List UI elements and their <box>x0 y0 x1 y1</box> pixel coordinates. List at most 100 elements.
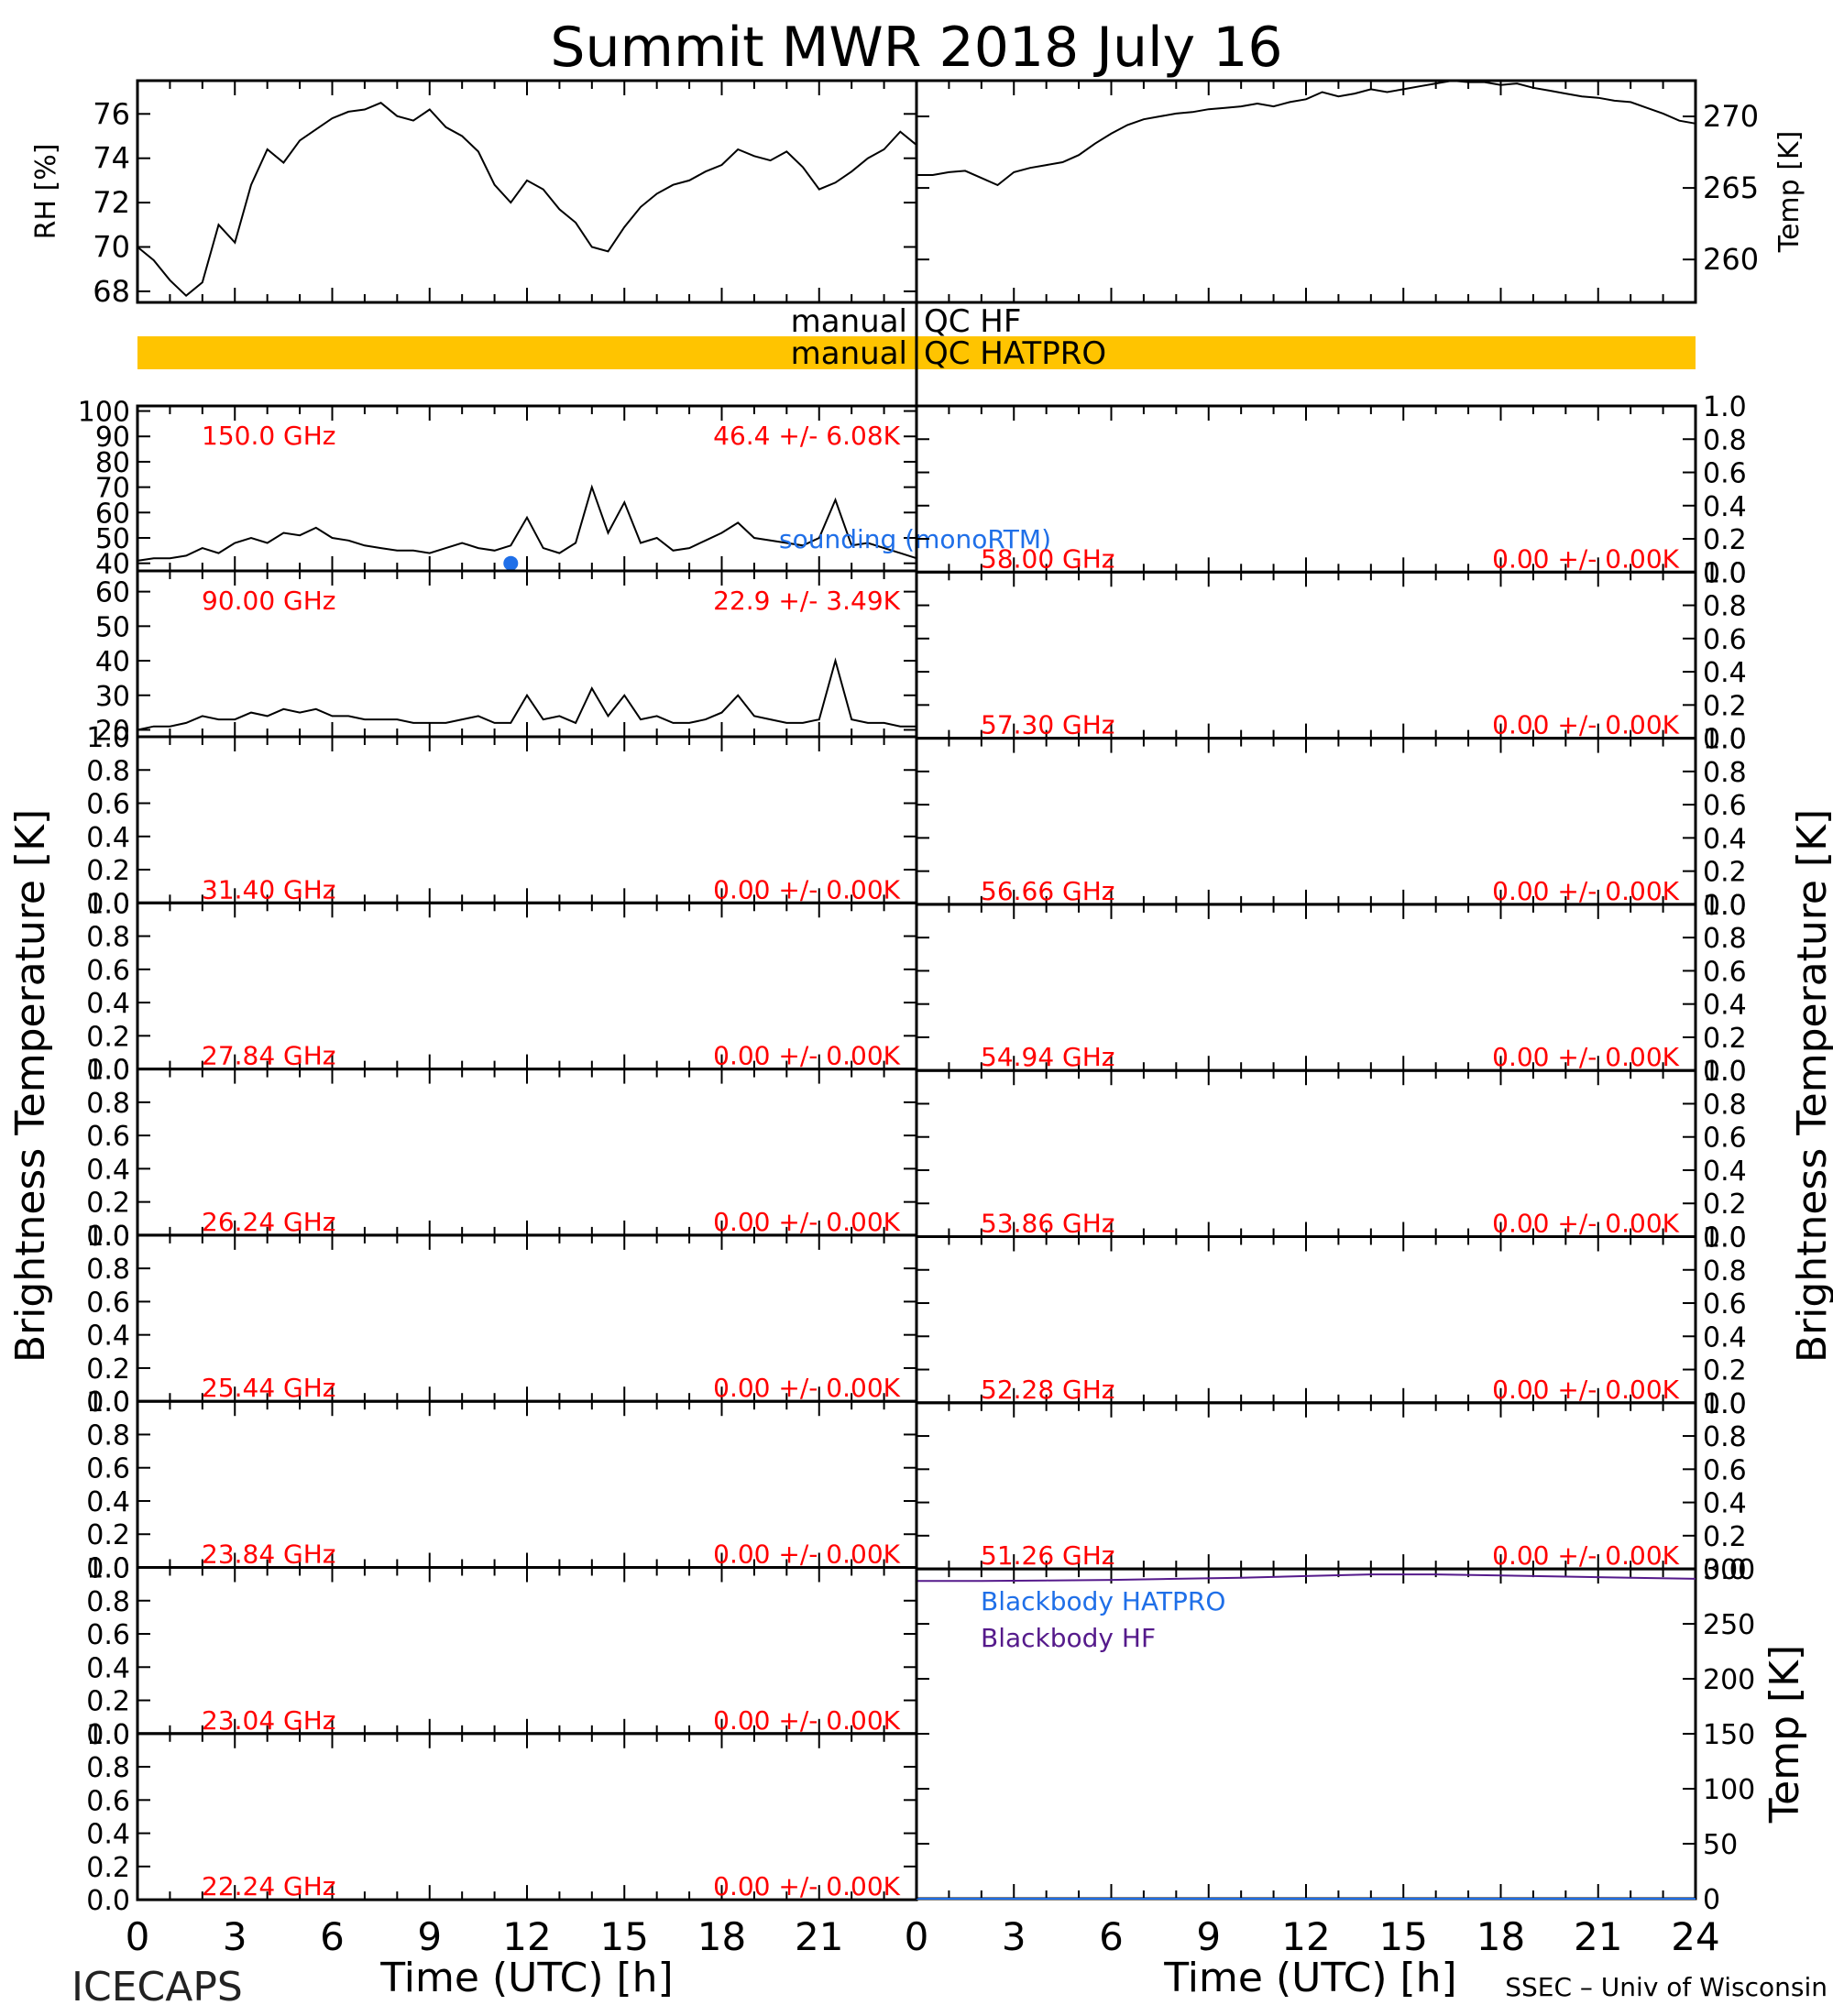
qc-hatpro-label-left: manual <box>791 335 907 372</box>
y-tick-label: 0.8 <box>1703 424 1747 456</box>
y-tick-label: 0.6 <box>86 1287 130 1319</box>
y-tick-label: 0.4 <box>86 1320 130 1353</box>
y-tick-label: 0.0 <box>1703 1554 1747 1586</box>
y-tick-label: 0.8 <box>1703 1421 1747 1453</box>
frequency-label: 31.40 GHz <box>202 874 336 904</box>
stat-label: 0.00 +/- 0.00K <box>713 1207 900 1237</box>
y-tick-label: 1.0 <box>1703 890 1747 922</box>
y-tick-label: 0.4 <box>1703 1488 1747 1520</box>
y-tick-label: 40 <box>95 646 130 678</box>
panel-2784ghz: 0.00.20.40.60.81.027.84 GHz 0.00 +/- 0.00… <box>86 888 918 1087</box>
y-tick-label: 80 <box>95 447 130 479</box>
panel-temp: 260 265 270 Temp [K] <box>915 79 1806 304</box>
y-tick-label: 0.2 <box>86 1021 130 1053</box>
footer-right-credit: SSEC – Univ of Wisconsin <box>1505 1972 1828 2002</box>
y-tick-label: 0.2 <box>86 1852 130 1884</box>
panel-blackbody: 0 50 100 150 200 250 300 Blackbody HATPRO Blackb… <box>915 1554 1808 1916</box>
y-tick-label: 0.8 <box>86 755 130 787</box>
y-tick-label: 0.0 <box>86 1221 130 1253</box>
y-axis-title: RH [%] <box>30 144 62 240</box>
stat-label: 46.4 +/- 6.08K <box>713 421 900 451</box>
frequency-label: 150.0 GHz <box>202 421 336 451</box>
y-tick-label: 0.8 <box>86 1254 130 1286</box>
y-tick-label: 0.8 <box>86 1586 130 1618</box>
y-tick-label: 0.6 <box>86 1453 130 1485</box>
x-axis-label-left: Time (UTC) [h] <box>379 1955 673 2001</box>
frequency-label: 54.94 GHz <box>981 1042 1115 1072</box>
x-tick-label: 12 <box>1281 1914 1330 1959</box>
x-tick-label: 21 <box>795 1914 843 1959</box>
y-tick-label: 250 <box>1703 1609 1755 1641</box>
x-tick-label: 15 <box>600 1914 649 1959</box>
y-tick-label: 0.0 <box>86 1386 130 1419</box>
panel-5494ghz: 0.00.20.40.60.81.054.94 GHz 0.00 +/- 0.00… <box>915 890 1747 1088</box>
y-tick-label: 300 <box>1703 1554 1755 1586</box>
panel-2224ghz: 0.00.20.40.60.81.022.24 GHz 0.00 +/- 0.00… <box>86 1719 918 1917</box>
stat-label: 0.00 +/- 0.00K <box>1492 876 1679 906</box>
y-tick-label: 0.6 <box>86 1121 130 1153</box>
y-tick-label: 100 <box>1703 1774 1755 1806</box>
y-tick-label: 0.2 <box>86 855 130 887</box>
panel-5666ghz: 0.00.20.40.60.81.056.66 GHz 0.00 +/- 0.00… <box>915 724 1747 922</box>
x-tick-label: 3 <box>223 1914 247 1959</box>
frequency-label: 23.04 GHz <box>202 1705 336 1736</box>
y-tick-label: 60 <box>95 498 130 530</box>
y-tick-label: 1.0 <box>86 1055 130 1087</box>
panel-5386ghz: 0.00.20.40.60.81.053.86 GHz 0.00 +/- 0.00… <box>915 1056 1747 1255</box>
y-tick-label: 90 <box>95 422 130 454</box>
panel-frame <box>915 1567 1697 1901</box>
y-tick-label: 0.6 <box>86 1785 130 1817</box>
y-tick-label: 0.4 <box>86 988 130 1020</box>
y-tick-label: 0.4 <box>1703 1156 1747 1188</box>
x-tick-label: 15 <box>1379 1914 1428 1959</box>
y-tick-label: 0.0 <box>1703 557 1747 589</box>
y-tick-label: 260 <box>1703 242 1759 277</box>
y-tick-label: 70 <box>95 473 130 505</box>
y-tick-label: 0.4 <box>1703 491 1747 523</box>
y-tick-label: 0.0 <box>1703 1222 1747 1255</box>
stat-label: 22.9 +/- 3.49K <box>713 586 900 616</box>
x-tick-label: 18 <box>697 1914 746 1959</box>
frequency-label: 52.28 GHz <box>981 1375 1115 1405</box>
y-tick-label: 70 <box>93 230 130 265</box>
stat-label: 0.00 +/- 0.00K <box>713 874 900 904</box>
y-tick-label: 265 <box>1703 170 1759 205</box>
stat-label: 0.00 +/- 0.00K <box>1492 543 1679 574</box>
y-tick-label: 1.0 <box>86 888 130 920</box>
y-tick-label: 0.8 <box>1703 923 1747 955</box>
y-tick-label: 1.0 <box>1703 1222 1747 1255</box>
y-tick-label: 0.2 <box>1703 857 1747 889</box>
panel-2384ghz: 0.00.20.40.60.81.023.84 GHz 0.00 +/- 0.00… <box>86 1386 918 1585</box>
legend-entry: Blackbody HATPRO <box>981 1586 1225 1616</box>
qc-hf-label-right: QC HF <box>924 303 1021 340</box>
y-tick-label: 0.0 <box>1703 1056 1747 1088</box>
panel-2624ghz: 0.00.20.40.60.81.026.24 GHz 0.00 +/- 0.00… <box>86 1055 918 1253</box>
x-tick-label: 12 <box>502 1914 551 1959</box>
y-tick-label: 1.0 <box>1703 724 1747 756</box>
y-tick-label: 1.0 <box>1703 557 1747 589</box>
y-tick-label: 0.8 <box>86 1088 130 1120</box>
y-tick-label: 0.4 <box>1703 1321 1747 1353</box>
frequency-label: 51.26 GHz <box>981 1540 1115 1571</box>
y-tick-label: 0.8 <box>1703 1089 1747 1121</box>
y-tick-label: 60 <box>95 577 130 609</box>
y-tick-label: 0.4 <box>86 1486 130 1518</box>
y-tick-label: 0.4 <box>86 1652 130 1684</box>
y-tick-label: 0.8 <box>86 1419 130 1452</box>
panel-2304ghz: 0.00.20.40.60.81.023.04 GHz 0.00 +/- 0.00… <box>86 1553 918 1751</box>
y-tick-label: 0.0 <box>1703 1388 1747 1420</box>
qc-hf-label-left: manual <box>791 303 907 340</box>
panel-rh: 68 70 72 74 76 RH [%] <box>30 79 918 309</box>
x-tick-label: 24 <box>1671 1914 1719 1959</box>
y-tick-label: 200 <box>1703 1664 1755 1696</box>
x-tick-label: 6 <box>1099 1914 1124 1959</box>
y-tick-label: 0.8 <box>86 922 130 954</box>
y-tick-label: 40 <box>95 549 130 581</box>
y-tick-label: 0.6 <box>1703 624 1747 656</box>
stat-label: 0.00 +/- 0.00K <box>713 1041 900 1071</box>
figure-title: Summit MWR 2018 July 16 <box>550 16 1282 80</box>
x-tick-label: 9 <box>1196 1914 1221 1959</box>
y-tick-label: 0.6 <box>1703 458 1747 490</box>
